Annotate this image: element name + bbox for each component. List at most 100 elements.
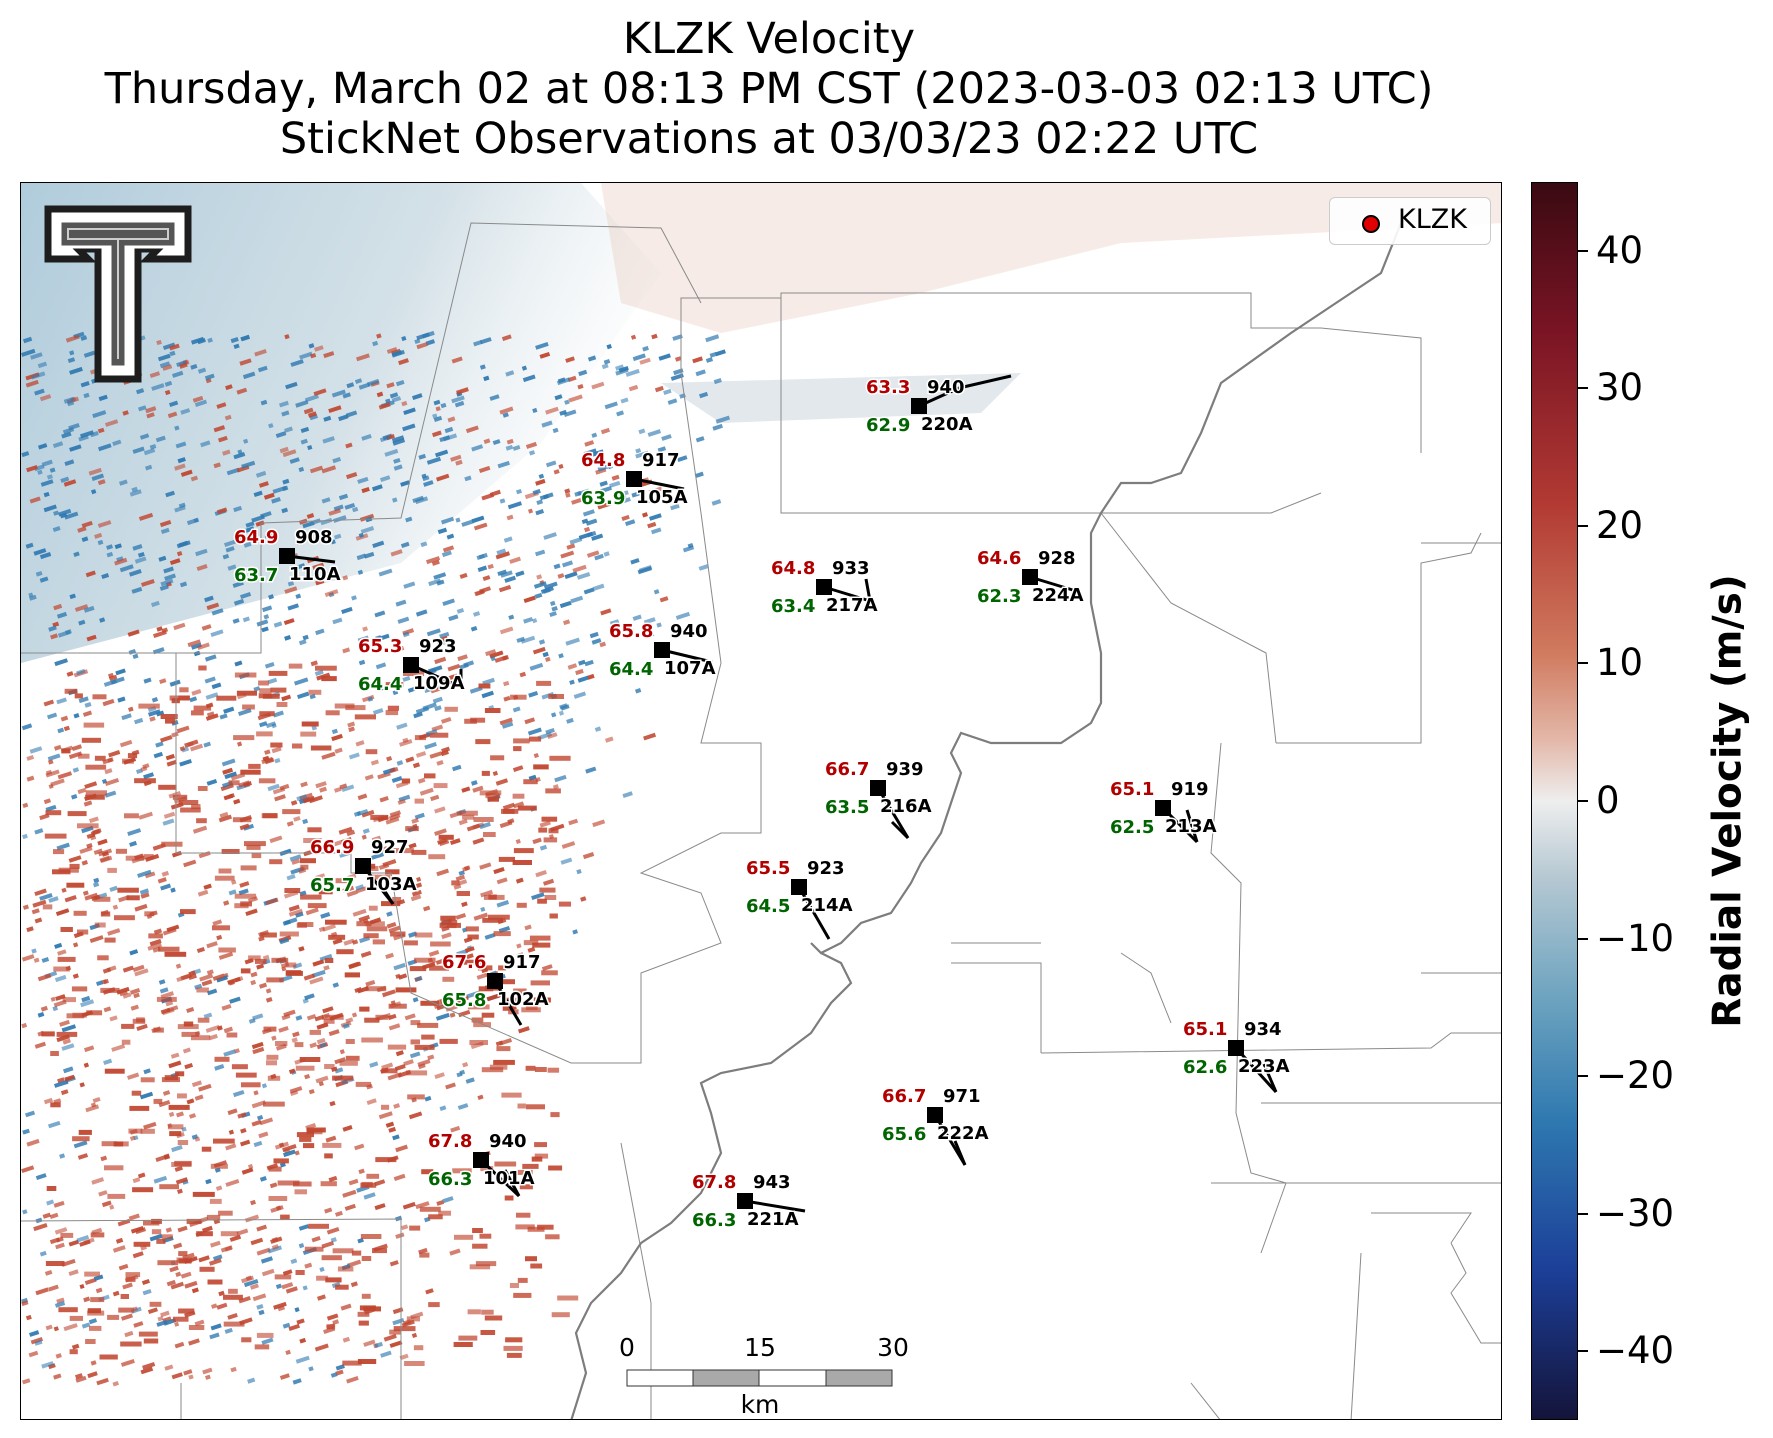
colorbar-tick-label: 40 [1596,228,1644,272]
station-dewpoint: 65.6 [882,1124,926,1145]
colorbar-tick-mark [1578,249,1588,252]
colorbar-tick-label: −30 [1596,1191,1675,1235]
station-pressure: 933 [832,558,870,579]
scale-unit: km [740,1390,780,1419]
texas-tech-double-t-logo-icon [44,205,192,383]
station-id: 103A [365,874,417,895]
colorbar-tick-label: 0 [1596,779,1620,822]
radar-velocity-pixels [21,330,731,1387]
scale-bar [626,1369,893,1387]
wind-barb-flag [1185,809,1199,843]
legend-label: KLZK [1398,204,1467,235]
station-marker-icon [816,579,832,595]
wind-barb [410,663,462,689]
wind-barb [661,648,713,664]
colorbar-tick-mark [1578,662,1588,665]
wind-barb-flag [503,1169,521,1197]
wind-barb-flag [377,881,395,905]
title-line-2: Thursday, March 02 at 08:13 PM CST (2023… [104,64,1434,114]
station-temperature: 65.5 [746,858,790,879]
wind-barb [633,477,685,491]
station-dewpoint: 63.7 [234,565,278,586]
station-marker-icon [870,780,886,796]
station-id: 105A [636,487,688,508]
station-dewpoint: 63.5 [825,797,869,818]
station-marker-icon [654,642,670,658]
colorbar-tick-mark [1578,1350,1588,1353]
station-marker-icon [487,973,503,989]
colorbar-tick-label: 20 [1596,503,1644,547]
radar-map-canvas [21,183,1501,1419]
station-pressure: 943 [753,1172,791,1193]
colorbar-tick-mark [1578,524,1588,527]
station-temperature: 63.3 [866,377,910,398]
radar-map[interactable]: 63.3 940 62.9 220A 64.8 917 63.9 105A 64.9 908 63.… [20,182,1502,1420]
wind-barb-flag [890,820,910,840]
wind-barb-flag [953,1140,967,1166]
scale-label-30: 30 [877,1333,909,1362]
station-pressure: 940 [489,1131,527,1152]
station-temperature: 67.8 [692,1172,736,1193]
station-temperature: 67.6 [442,952,486,973]
station-temperature: 66.7 [882,1086,926,1107]
station-id: 224A [1032,585,1084,606]
colorbar-tick-mark [1578,937,1588,940]
colorbar [1531,182,1578,1420]
station-id: 109A [413,673,465,694]
colorbar-tick-mark [1578,800,1588,802]
station-temperature: 65.1 [1183,1019,1227,1040]
station-temperature: 64.8 [771,558,815,579]
station-marker-icon [1022,569,1038,585]
county-borders [21,222,1501,1419]
station-dewpoint: 62.9 [866,415,910,436]
station-dewpoint: 64.4 [609,659,653,680]
station-pressure: 940 [927,377,965,398]
station-id: 220A [921,414,973,435]
station-pressure: 934 [1244,1019,1282,1040]
colorbar-title: Radial Velocity (m/s) [1705,574,1751,1028]
title-line-3: StickNet Observations at 03/03/23 02:22 … [279,114,1259,164]
station-temperature: 66.9 [310,837,354,858]
station-wind-barbs: 63.3 940 62.9 220A 64.8 917 63.9 105A 64.9 908 63.… [233,374,1291,1233]
state-border-river [570,222,1403,1419]
station-pressure: 939 [886,759,924,780]
station-marker-icon [355,858,371,874]
station-id: 102A [497,989,549,1010]
station-id: 217A [826,595,878,616]
colorbar-tick-label: −20 [1596,1054,1675,1098]
station-dewpoint: 64.4 [358,674,402,695]
station-dewpoint: 62.6 [1183,1057,1227,1078]
radar-site-marker-icon [1362,215,1380,233]
station-dewpoint: 62.3 [977,586,1021,607]
station-pressure: 971 [943,1086,981,1107]
station-pressure: 919 [1171,779,1209,800]
station-marker-icon [1155,800,1171,816]
station-dewpoint: 65.7 [310,875,354,896]
station-pressure: 917 [642,450,680,471]
station-id: 223A [1238,1056,1290,1077]
colorbar-tick-mark [1578,1075,1588,1078]
wind-barb-flag [958,374,1012,390]
station-dewpoint: 63.9 [581,488,625,509]
station-temperature: 64.8 [581,450,625,471]
station-id: 222A [937,1123,989,1144]
plot-title: KLZK Velocity Thursday, March 02 at 08:1… [18,14,1520,164]
wind-barb-flag [864,578,872,602]
wind-barb [744,1199,806,1213]
title-line-1: KLZK Velocity [622,14,916,64]
station-temperature: 65.1 [1110,779,1154,800]
station-marker-icon [403,657,419,673]
wind-barb-flag [1262,1063,1278,1093]
colorbar-tick-label: 10 [1596,641,1644,685]
station-id: 107A [664,658,716,679]
colorbar-tick-label: 30 [1596,366,1644,410]
station-temperature: 67.8 [428,1131,472,1152]
station-marker-icon [473,1152,489,1168]
station-pressure: 923 [419,636,457,657]
station-id: 110A [289,564,341,585]
scale-label-0: 0 [619,1333,635,1362]
station-dewpoint: 62.5 [1110,817,1154,838]
colorbar-tick-mark [1578,1212,1588,1215]
station-pressure: 923 [807,858,845,879]
station-marker-icon [911,398,927,414]
